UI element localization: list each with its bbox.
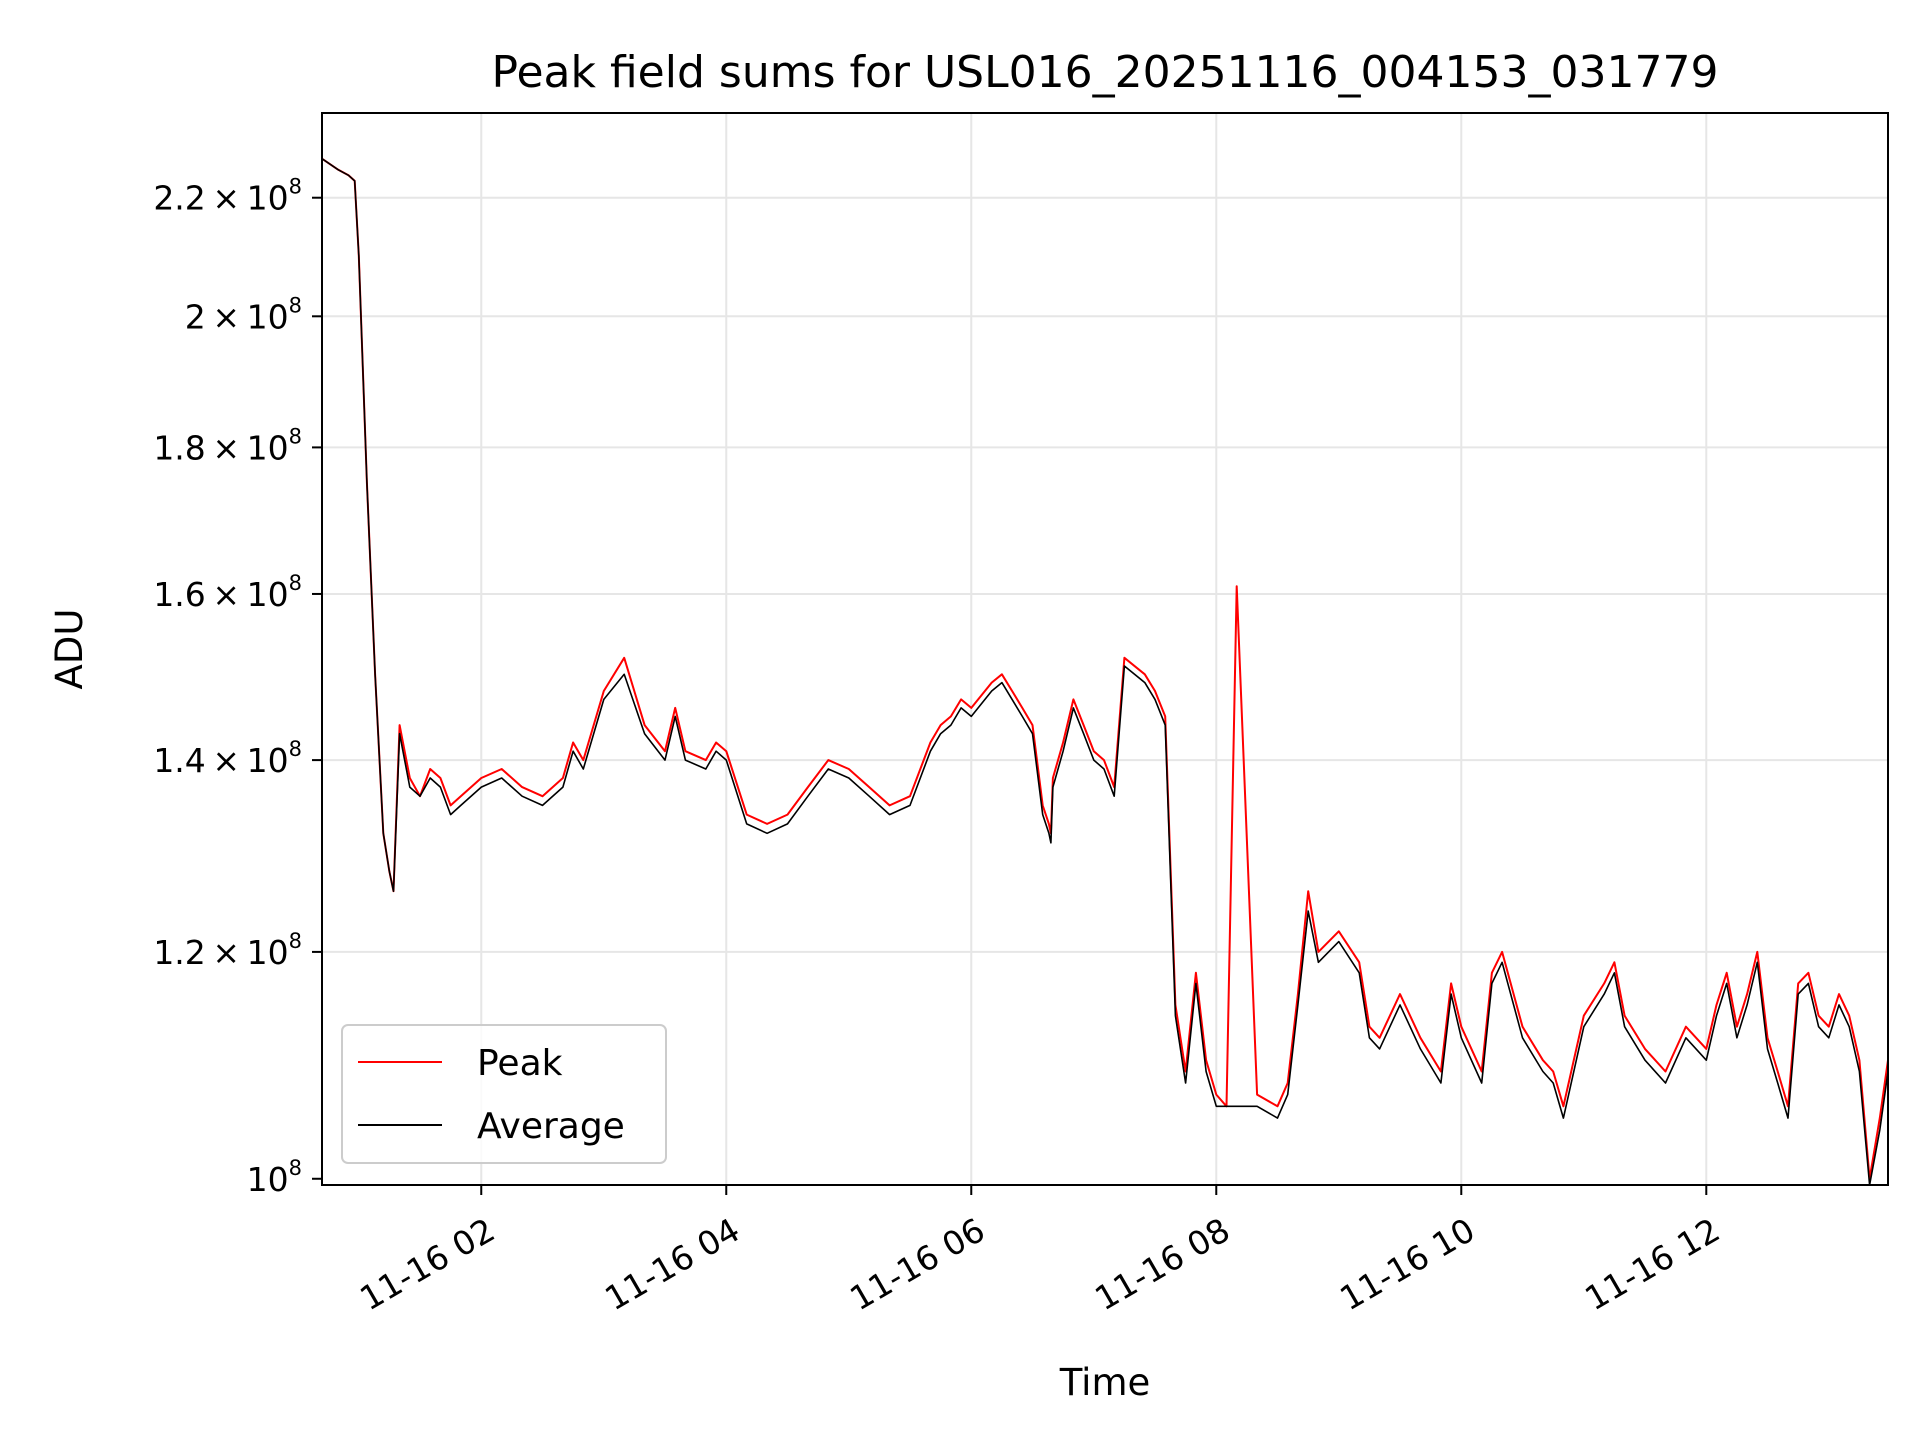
series-line-average bbox=[321, 158, 1889, 1186]
y-tick-label: 1.8 × 108 bbox=[153, 424, 302, 467]
y-axis-label: ADU bbox=[48, 609, 91, 690]
y-tick-label: 2.2 × 108 bbox=[153, 175, 302, 218]
legend-label-average: Average bbox=[477, 1106, 625, 1147]
y-tick-label: 2 × 108 bbox=[185, 293, 302, 336]
legend: Peak Average bbox=[341, 1024, 667, 1164]
y-tick-label: 1.4 × 108 bbox=[153, 737, 302, 780]
series-layer bbox=[321, 157, 1889, 1186]
x-axis-label: Time bbox=[1059, 1361, 1151, 1404]
y-tick-label: 1.2 × 108 bbox=[153, 929, 302, 972]
y-tick-label: 1.6 × 108 bbox=[153, 571, 302, 614]
y-tick-label: 108 bbox=[247, 1156, 302, 1199]
chart-title: Peak field sums for USL016_20251116_0041… bbox=[492, 47, 1719, 98]
legend-box bbox=[341, 1024, 667, 1164]
plot-area-frame bbox=[321, 112, 1889, 1186]
series-line-peak bbox=[321, 157, 1889, 1180]
legend-label-peak: Peak bbox=[477, 1043, 563, 1084]
y-axis-ticks: 108 1.2 × 108 1.4 × 108 1.6 × 108 1.8 × 108 2… bbox=[153, 175, 322, 1199]
